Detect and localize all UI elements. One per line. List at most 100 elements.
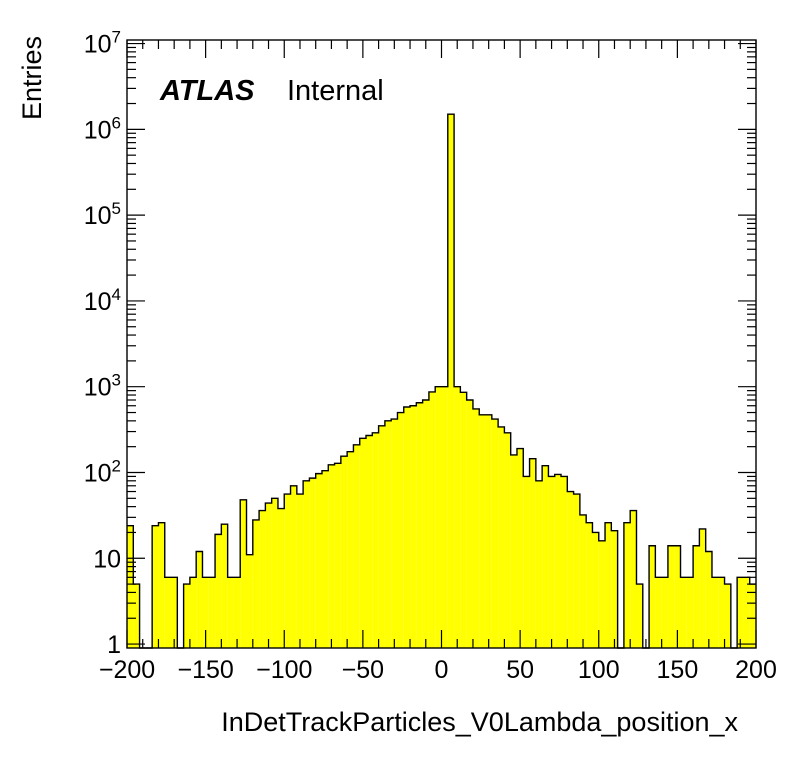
y-tick-label: 102 bbox=[84, 456, 121, 487]
histogram-bin bbox=[510, 454, 517, 648]
y-tick-label: 107 bbox=[84, 28, 121, 59]
histogram-bin bbox=[649, 545, 656, 648]
histogram-bin bbox=[579, 514, 587, 648]
histogram-bin bbox=[277, 508, 285, 648]
histogram-bin bbox=[693, 545, 700, 648]
histogram-bin bbox=[416, 402, 423, 648]
x-tick-labels: −200 −150 −100 −50 0 50 100 150 200 bbox=[99, 656, 777, 684]
x-tick-label: −150 bbox=[177, 656, 233, 684]
histogram-bin bbox=[391, 419, 398, 648]
histogram-bin bbox=[479, 414, 486, 648]
histogram-bin bbox=[548, 476, 555, 648]
histogram-bin bbox=[284, 494, 291, 648]
histogram-bin bbox=[498, 426, 505, 648]
histogram-bin bbox=[315, 473, 322, 648]
histogram-bin bbox=[347, 451, 354, 648]
histogram-bin bbox=[743, 577, 750, 648]
histogram-bin bbox=[265, 503, 272, 648]
x-tick-label: −100 bbox=[256, 656, 312, 684]
histogram-bin bbox=[460, 392, 467, 648]
histogram-bin bbox=[403, 407, 411, 648]
histogram-bin bbox=[680, 577, 687, 648]
histogram-bin bbox=[454, 386, 461, 648]
histogram-bin bbox=[611, 530, 618, 648]
histogram-bin bbox=[259, 510, 266, 648]
x-tick-label: −50 bbox=[342, 656, 384, 684]
histogram-bin bbox=[428, 391, 436, 648]
x-axis-title: InDetTrackParticles_V0Lambda_position_x bbox=[221, 707, 738, 737]
histogram-bin bbox=[171, 577, 178, 648]
histogram-bin bbox=[372, 432, 379, 648]
histogram-bin bbox=[573, 494, 580, 648]
histogram-bin bbox=[667, 545, 675, 648]
histogram-bin bbox=[737, 577, 744, 648]
histogram-bin bbox=[592, 532, 599, 648]
histogram-bin bbox=[466, 399, 473, 648]
atlas-label: ATLAS bbox=[159, 75, 255, 107]
histogram-bin bbox=[554, 474, 562, 648]
histogram-bin bbox=[655, 577, 662, 648]
x-tick-label: 150 bbox=[657, 656, 699, 684]
histogram-bin bbox=[127, 525, 134, 648]
histogram-bin bbox=[542, 465, 549, 648]
histogram-bin bbox=[196, 551, 203, 648]
histogram-bin bbox=[202, 577, 209, 648]
histogram-bin bbox=[366, 435, 373, 648]
histogram-bin bbox=[410, 405, 417, 648]
histogram-bin bbox=[711, 577, 719, 648]
histogram-bin bbox=[246, 554, 253, 648]
histogram-bin bbox=[158, 522, 165, 648]
histogram-bin bbox=[221, 524, 228, 648]
y-tick-label: 104 bbox=[84, 285, 121, 316]
axis-ticks bbox=[126, 40, 757, 648]
histogram-bin bbox=[605, 522, 612, 648]
histogram-bin bbox=[724, 584, 731, 648]
histogram-bin bbox=[485, 414, 492, 648]
histogram-bin bbox=[290, 485, 297, 648]
histogram-bin bbox=[353, 444, 360, 648]
histogram-bin bbox=[328, 464, 335, 648]
histogram-bin bbox=[321, 470, 329, 648]
histogram-bin bbox=[441, 386, 448, 648]
histogram-bin bbox=[183, 584, 190, 648]
x-tick-label: 200 bbox=[735, 656, 777, 684]
histogram-bin bbox=[674, 545, 681, 648]
histogram-bin bbox=[133, 584, 140, 648]
histogram-bin bbox=[271, 498, 278, 648]
histogram-bin bbox=[384, 420, 392, 648]
histogram-bin bbox=[340, 456, 348, 648]
histogram-bin bbox=[699, 528, 706, 648]
histogram-bin bbox=[435, 386, 442, 648]
histogram-bin bbox=[686, 577, 694, 648]
x-tick-label: 50 bbox=[506, 656, 534, 684]
histogram-bin bbox=[661, 577, 668, 648]
y-tick-label: 106 bbox=[84, 113, 121, 144]
histogram-bin bbox=[233, 577, 241, 648]
histogram-outline bbox=[127, 113, 756, 649]
histogram-bin bbox=[472, 408, 480, 648]
histogram-bin bbox=[529, 458, 536, 648]
y-tick-label: 103 bbox=[84, 371, 121, 402]
y-tick-labels: 1 10 102 103 104 105 106 107 bbox=[84, 28, 121, 660]
histogram-bin bbox=[504, 432, 511, 648]
x-tick-label: −200 bbox=[99, 656, 155, 684]
histogram-bin bbox=[623, 522, 631, 648]
histogram-bin bbox=[447, 114, 455, 648]
histogram-bin bbox=[152, 525, 159, 648]
histogram-bin bbox=[718, 577, 725, 648]
histogram-bin bbox=[516, 448, 524, 648]
histogram-bin bbox=[397, 412, 404, 648]
y-tick-label: 10 bbox=[93, 545, 121, 573]
histogram-bin bbox=[598, 540, 606, 648]
histogram-bin bbox=[561, 476, 568, 648]
x-tick-label: 100 bbox=[578, 656, 620, 684]
histogram-bars bbox=[127, 114, 756, 648]
histogram-bin bbox=[252, 519, 260, 648]
histogram-bin bbox=[523, 476, 530, 648]
histogram-bin bbox=[164, 577, 172, 648]
histogram-bin bbox=[378, 425, 385, 648]
histogram-bin bbox=[491, 419, 499, 648]
histogram-bin bbox=[705, 551, 712, 648]
y-tick-label: 1 bbox=[107, 631, 121, 659]
